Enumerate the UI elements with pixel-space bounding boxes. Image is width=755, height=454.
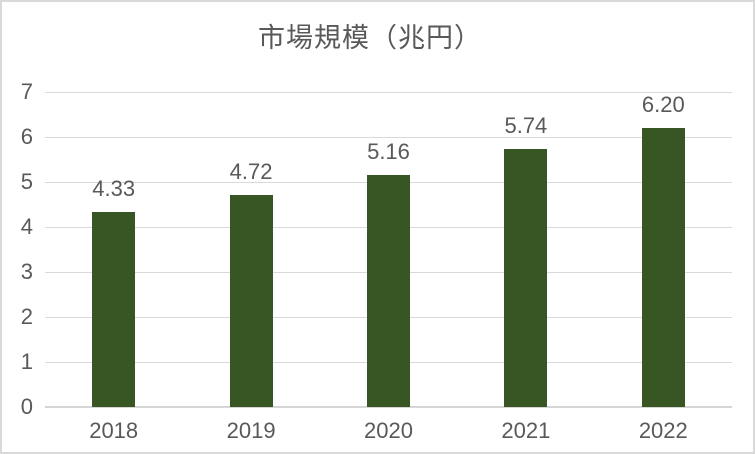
data-label-2022: 6.20 (641, 92, 685, 117)
bar-2021 (504, 148, 548, 407)
x-tick-label-2019: 2019 (226, 418, 276, 443)
gridline (45, 91, 732, 93)
y-tick-label-4: 4 (20, 214, 33, 239)
y-tick-label-3: 3 (20, 259, 33, 284)
x-tick-label-2020: 2020 (364, 418, 413, 443)
data-label-2019: 4.72 (229, 158, 273, 184)
bar-2018 (92, 212, 136, 407)
chart-title: 市場規模（兆円） (258, 23, 482, 53)
bar-2019 (229, 194, 273, 407)
bar-2020 (367, 174, 410, 407)
x-tick-label-2018: 2018 (89, 418, 139, 443)
data-label-2021: 5.74 (504, 112, 548, 138)
y-tick-label-2: 2 (20, 304, 33, 329)
x-axis-line (45, 406, 732, 408)
x-tick-label-2022: 2022 (638, 418, 688, 443)
y-tick-label-0: 0 (20, 394, 33, 419)
gridline (45, 136, 732, 138)
bar-2022 (641, 128, 685, 407)
y-tick-label-1: 1 (20, 349, 33, 374)
plot-area: 4.33 4.72 5.16 5.74 6.20 (45, 91, 732, 408)
y-tick-label-7: 7 (20, 79, 33, 104)
x-tick-label-2021: 2021 (501, 418, 551, 443)
data-label-2018: 4.33 (92, 176, 136, 202)
y-tick-label-5: 5 (20, 169, 33, 194)
data-label-2020: 5.16 (367, 138, 410, 164)
y-tick-label-6: 6 (20, 124, 33, 149)
